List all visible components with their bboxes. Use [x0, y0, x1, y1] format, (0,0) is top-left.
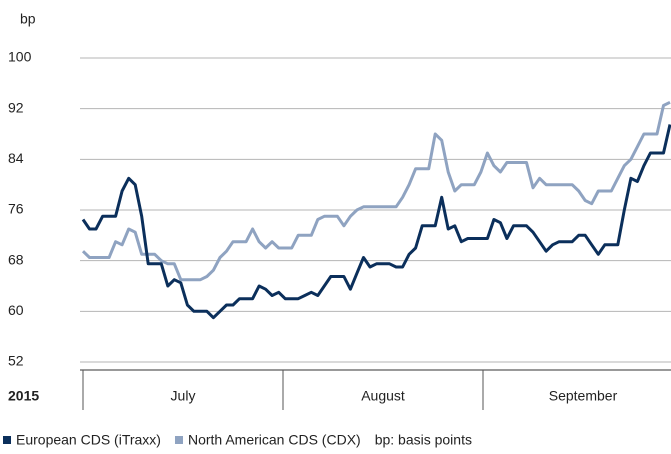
y-axis-label: bp — [20, 11, 36, 27]
x-tick-label: August — [361, 388, 405, 404]
series-line — [81, 124, 671, 320]
legend-label: European CDS (iTraxx) — [16, 432, 161, 448]
x-tick-label: September — [549, 388, 618, 404]
y-tick-label: 92 — [8, 99, 24, 115]
y-tick-label: 76 — [8, 201, 24, 217]
y-tick-label: 68 — [8, 251, 24, 267]
y-tick-label: 60 — [8, 302, 24, 318]
note: bp: basis points — [375, 432, 472, 448]
y-tick-label: 52 — [8, 353, 24, 369]
y-tick-label: 84 — [8, 150, 24, 166]
x-tick-label: July — [171, 388, 196, 404]
legend-swatch — [174, 436, 183, 444]
legend-label: North American CDS (CDX) — [188, 432, 361, 448]
y-tick-label: 100 — [8, 49, 32, 65]
series-line — [81, 100, 671, 282]
year-label: 2015 — [8, 388, 39, 404]
legend-swatch — [3, 436, 11, 444]
